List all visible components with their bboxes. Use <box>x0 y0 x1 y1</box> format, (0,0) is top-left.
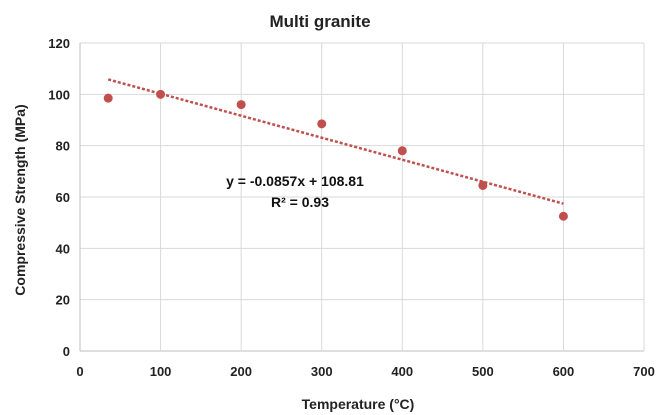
x-axis-label: Temperature (°C) <box>302 396 415 412</box>
trendline-equation: y = -0.0857x + 108.81 <box>226 173 364 189</box>
y-tick-label: 80 <box>56 139 70 154</box>
y-tick-label: 120 <box>48 36 70 51</box>
trendline-layer <box>107 78 564 205</box>
x-tick-label: 200 <box>230 364 252 379</box>
data-points <box>103 89 568 221</box>
x-tick-label: 700 <box>633 364 655 379</box>
data-point <box>103 93 113 103</box>
x-tick-label: 0 <box>76 364 83 379</box>
data-point <box>478 180 488 190</box>
axes: 0 20 40 60 80 100 120 0 100 200 300 400 500 600 700 <box>48 36 655 379</box>
y-tick-label: 0 <box>63 344 70 359</box>
chart-title: Multi granite <box>269 12 370 31</box>
y-axis-label: Compressive Strength (MPa) <box>12 104 28 295</box>
data-point <box>156 89 166 99</box>
grid <box>79 42 645 352</box>
r-squared-label: R² = 0.93 <box>271 194 329 210</box>
x-tick-label: 100 <box>150 364 172 379</box>
trendline <box>107 78 564 205</box>
y-tick-label: 20 <box>56 293 70 308</box>
y-tick-label: 40 <box>56 241 70 256</box>
x-tick-label: 500 <box>472 364 494 379</box>
data-point <box>236 100 246 110</box>
x-tick-label: 300 <box>311 364 333 379</box>
x-tick-label: 400 <box>391 364 413 379</box>
y-tick-label: 60 <box>56 190 70 205</box>
data-point <box>397 146 407 156</box>
data-point <box>317 119 327 129</box>
x-tick-label: 600 <box>553 364 575 379</box>
y-tick-label: 100 <box>48 87 70 102</box>
data-point <box>558 211 568 221</box>
